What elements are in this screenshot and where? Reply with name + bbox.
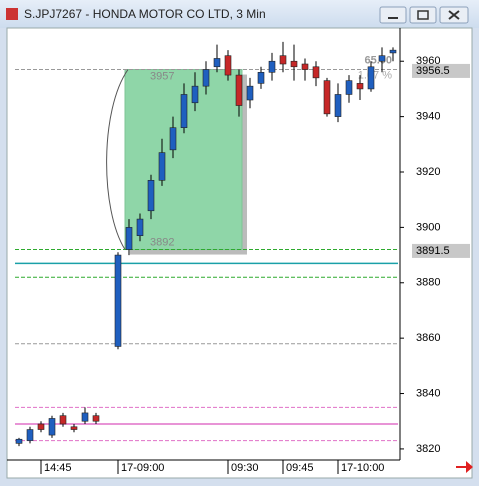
candle-body (312, 66, 320, 79)
candle-body (213, 58, 221, 68)
candle-body (257, 72, 265, 84)
candle-body (235, 74, 243, 106)
candle-body (125, 227, 133, 250)
y-tick-label: 3880 (416, 277, 440, 289)
candle-body (345, 80, 353, 95)
candle-body (59, 415, 67, 425)
minimize-button[interactable] (379, 6, 407, 24)
measure-label: 1.67 % (358, 69, 392, 81)
price-label: 3891.5 (416, 245, 450, 257)
candle-body (290, 60, 298, 68)
candle-body (92, 415, 100, 422)
y-tick-label: 3900 (416, 221, 440, 233)
window-buttons (379, 6, 469, 24)
candle-body (136, 218, 144, 236)
measure-label: 65.00 (364, 54, 392, 66)
candle-body (48, 418, 56, 436)
candle-body (246, 85, 254, 101)
candle-body (202, 69, 210, 87)
candle-body (268, 60, 276, 73)
price-label-box (412, 243, 470, 258)
x-tick-label: 09:45 (286, 462, 314, 474)
x-tick-label: 17-09:00 (121, 462, 164, 474)
candle-body (367, 66, 375, 90)
y-tick-label: 3920 (416, 166, 440, 178)
candle-body (114, 254, 122, 347)
candle-body (334, 94, 342, 117)
y-tick-label: 3940 (416, 111, 440, 123)
candle-body (70, 426, 78, 430)
window-title: S.JPJ7267 - HONDA MOTOR CO LTD, 3 Min (24, 7, 266, 21)
window-icon (6, 8, 18, 20)
candle-body (81, 412, 89, 422)
price-label: 3956.5 (416, 65, 450, 77)
candle-body (37, 423, 45, 430)
box-arc (106, 69, 129, 250)
candle-body (378, 55, 386, 62)
box-top-label: 3957 (150, 70, 174, 82)
candle-body (356, 83, 364, 90)
candle-body (169, 127, 177, 151)
candle-body (191, 85, 199, 104)
x-tick-label: 14:45 (44, 462, 72, 474)
candle-body (15, 438, 23, 444)
candle-body (26, 429, 34, 441)
y-tick-label: 3820 (416, 443, 440, 455)
candle-body (301, 63, 309, 70)
maximize-button[interactable] (409, 6, 437, 24)
candle-body (180, 94, 188, 128)
candle-body (323, 80, 331, 115)
y-tick-label: 3860 (416, 332, 440, 344)
x-tick-label: 17-10:00 (341, 462, 384, 474)
candle-body (147, 180, 155, 212)
box-bottom-label: 3892 (150, 236, 174, 248)
candle-body (158, 152, 166, 181)
candle-body (224, 55, 232, 76)
scroll-arrow[interactable] (456, 461, 473, 473)
price-label-box (412, 63, 470, 78)
x-tick-label: 09:30 (231, 462, 259, 474)
candle-body (389, 49, 397, 54)
y-tick-label: 3840 (416, 387, 440, 399)
candle-body (279, 55, 287, 65)
